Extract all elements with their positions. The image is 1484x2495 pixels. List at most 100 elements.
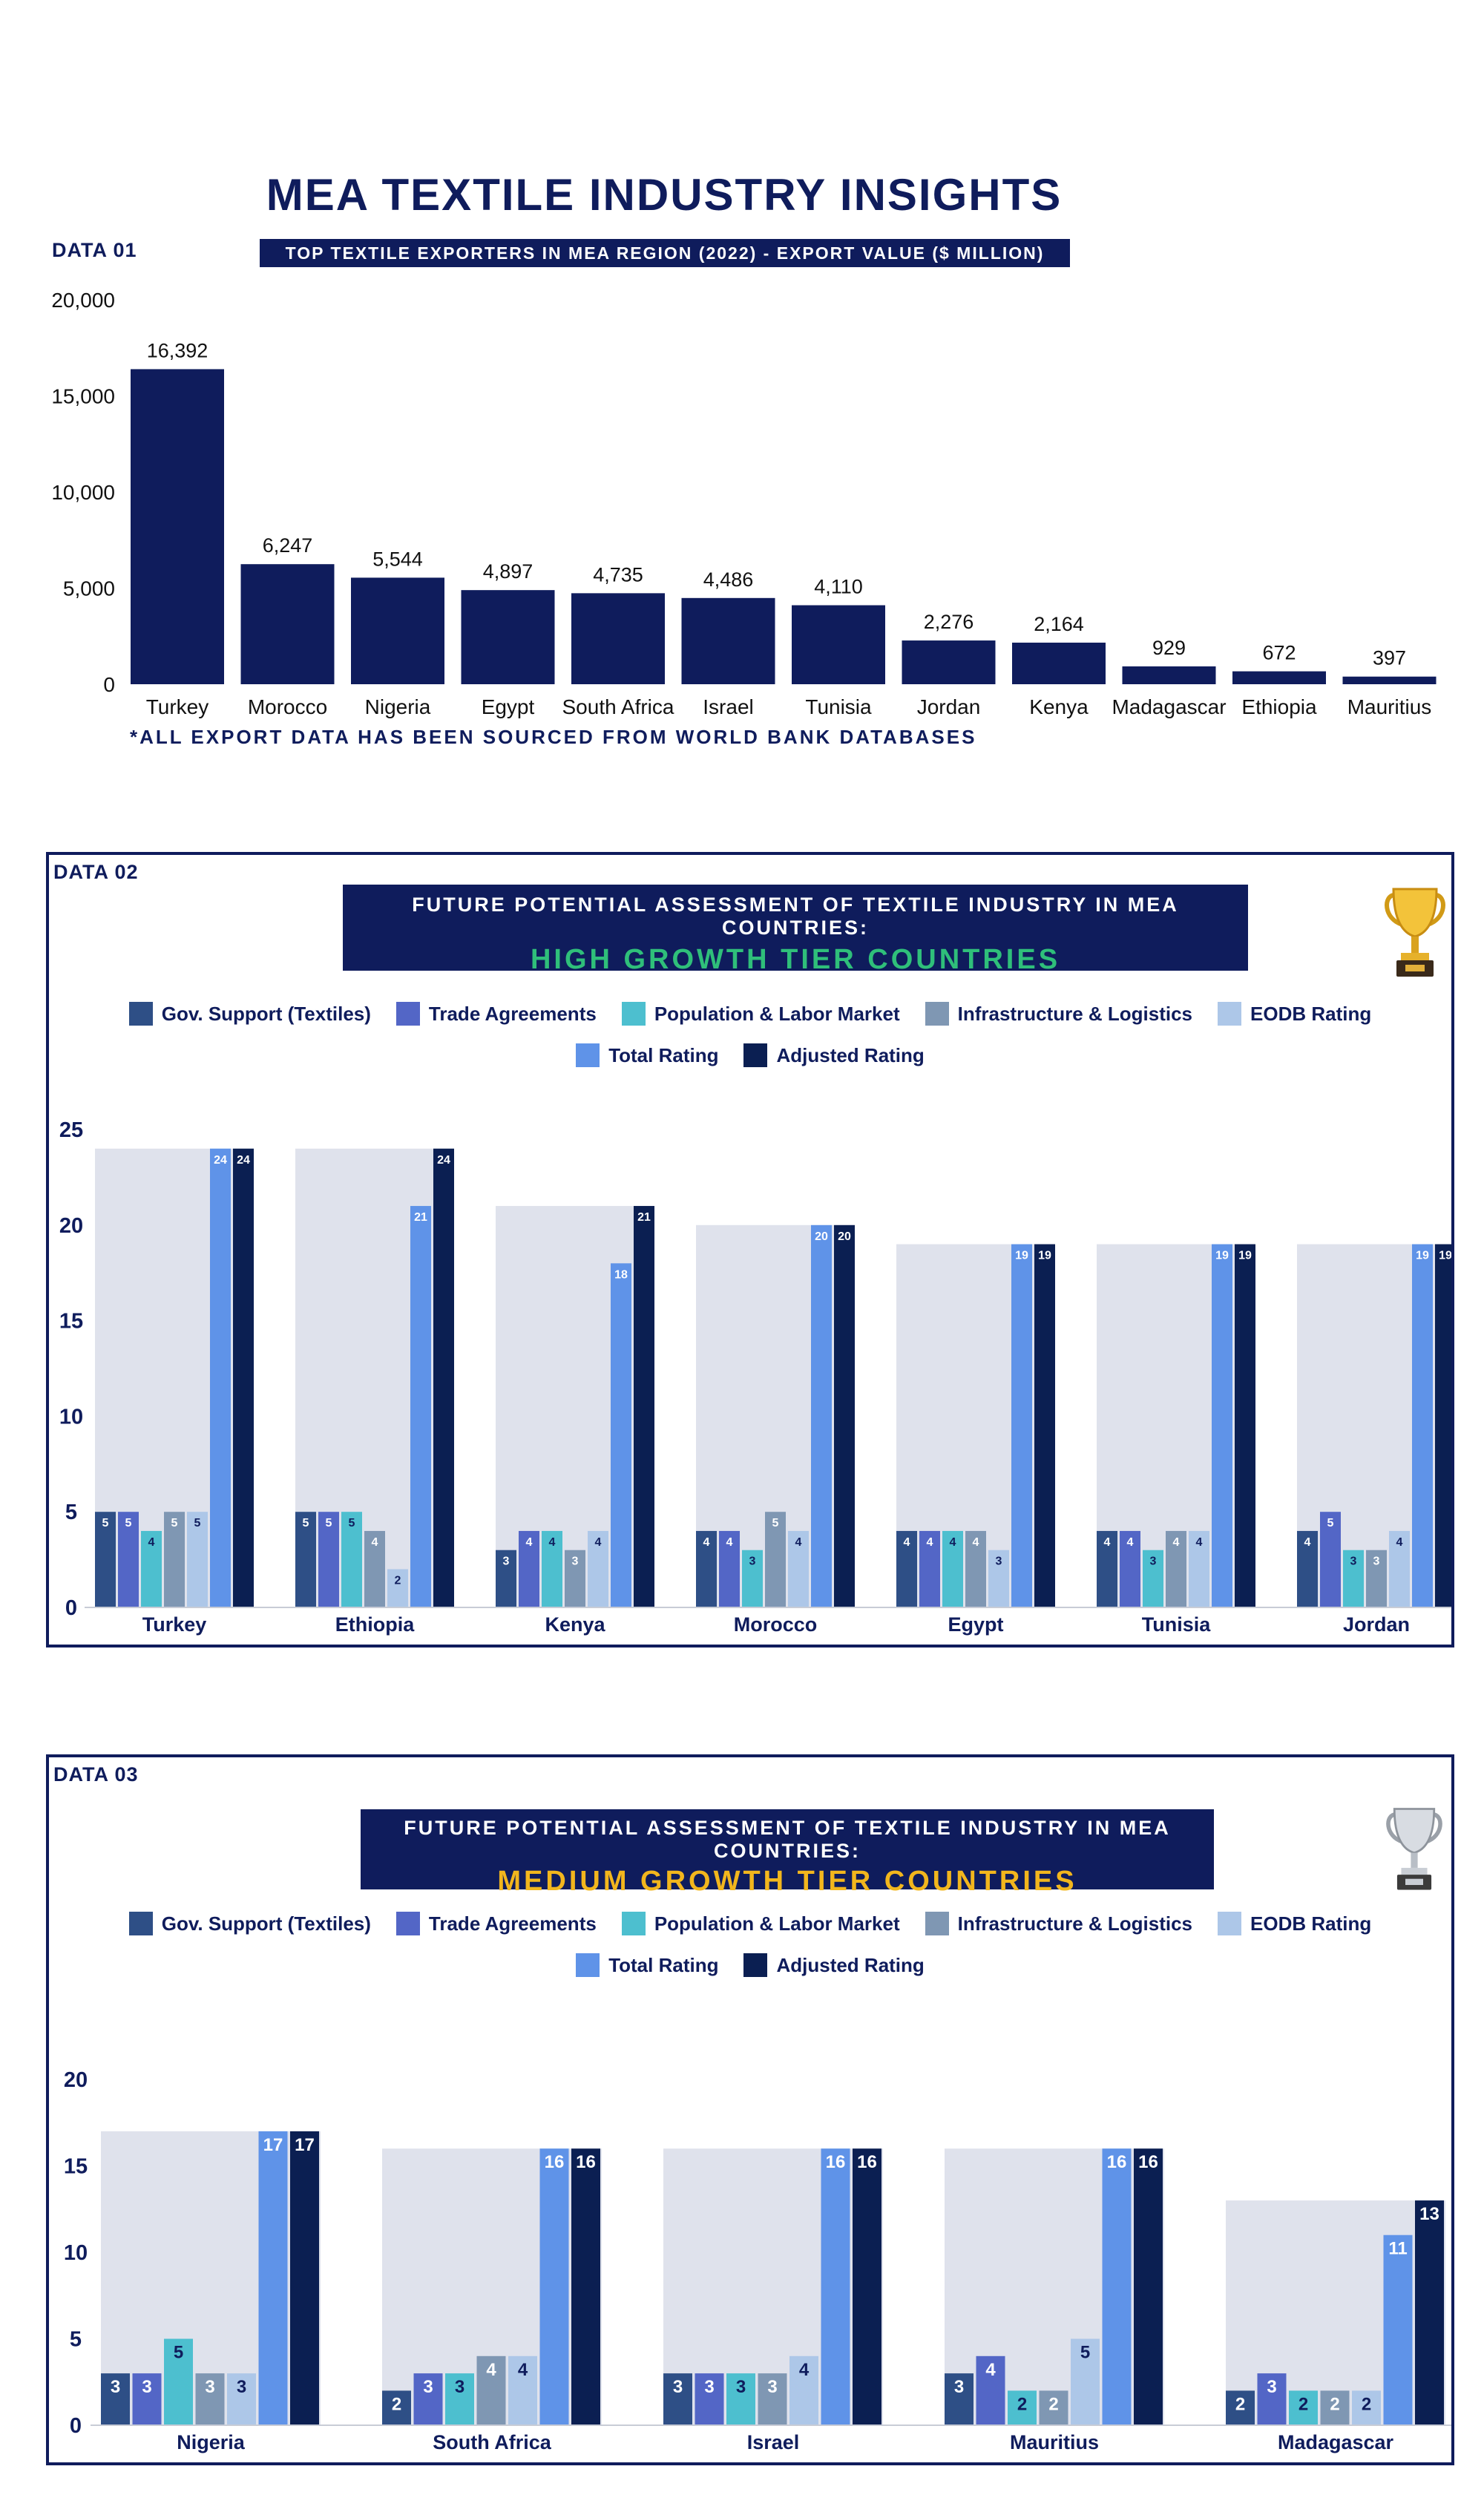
x-tick-label: Kenya xyxy=(1029,695,1089,718)
chart3-panel: DATA 03 FUTURE POTENTIAL ASSESSMENT OF T… xyxy=(46,1754,1454,2465)
data-label: 18 xyxy=(614,1268,628,1281)
data-label: 2 xyxy=(392,2394,401,2414)
data-label: 2,164 xyxy=(1034,613,1084,635)
bar-ethiopia-eodb-rating xyxy=(387,1569,408,1607)
bar-tunisia-trade-agreements xyxy=(1120,1530,1140,1607)
bar-mauritius xyxy=(1342,676,1437,684)
legend-label: Gov. Support (Textiles) xyxy=(161,1912,371,1935)
bar-israel-eodb-rating xyxy=(789,2355,818,2425)
bar-israel-infrastructure-logistics xyxy=(758,2373,787,2425)
data-label: 4 xyxy=(985,2360,996,2380)
legend-label: Population & Labor Market xyxy=(654,1912,900,1935)
y-tick-label: 5 xyxy=(70,2328,82,2352)
x-tick-label: Jordan xyxy=(917,695,981,718)
bar-israel-gov-support-textiles xyxy=(663,2373,692,2425)
bar-kenya-eodb-rating xyxy=(588,1530,608,1607)
bar-kenya-adjusted-rating xyxy=(634,1206,654,1607)
data-label: 4 xyxy=(927,1536,933,1549)
x-tick-label: Turkey xyxy=(142,1613,207,1636)
bar-morocco xyxy=(240,564,335,684)
legend-swatch xyxy=(395,1912,420,1935)
data-label: 4 xyxy=(726,1536,733,1549)
data-label: 2 xyxy=(1298,2394,1308,2414)
export-bar-chart: 0 5,000 10,000 15,000 20,000 16,392 Turkey 6,24… xyxy=(51,289,1437,718)
bar-mauritius-total-rating xyxy=(1102,2148,1132,2425)
bar-turkey-gov-support-textiles xyxy=(95,1512,116,1607)
legend-eodb: EODB Rating xyxy=(1218,1002,1371,1026)
bar-nigeria-total-rating xyxy=(258,2131,288,2425)
legend-label: Infrastructure & Logistics xyxy=(957,1002,1193,1025)
bar-tunisia-population-labor-market xyxy=(1143,1550,1163,1607)
chart1-tag: DATA 01 xyxy=(52,239,137,261)
data-label: 17 xyxy=(295,2135,315,2155)
data-label: 4 xyxy=(703,1536,710,1549)
data-label: 3 xyxy=(237,2377,246,2397)
chart1-source-note: *ALL EXPORT DATA HAS BEEN SOURCED FROM W… xyxy=(130,726,977,748)
bar-ethiopia-total-rating xyxy=(410,1206,431,1607)
data-label: 5 xyxy=(171,1517,178,1530)
data-label: 16 xyxy=(857,2152,877,2172)
bar-jordan-infrastructure-logistics xyxy=(1366,1550,1387,1607)
x-tick-label: Jordan xyxy=(1343,1613,1410,1636)
bar-turkey-trade-agreements xyxy=(118,1512,139,1607)
data-label: 4 xyxy=(795,1536,802,1549)
legend-total-rating: Total Rating xyxy=(576,1953,718,1977)
data-label: 3 xyxy=(205,2377,214,2397)
data-label: 5 xyxy=(102,1517,109,1530)
data-label: 16 xyxy=(576,2152,596,2172)
bar-south-africa-eodb-rating xyxy=(508,2355,537,2425)
legend-swatch xyxy=(743,1043,768,1067)
bar-kenya-total-rating xyxy=(611,1263,631,1607)
bar-israel-adjusted-rating xyxy=(853,2148,881,2425)
data-label: 20 xyxy=(838,1230,851,1243)
high-growth-grouped-bar-chart: 0 5 10 15 20 25 5 5 4 5 5 24 24 Turkey 5 5 5 4 2 21 24 Ethiop… xyxy=(59,1118,1451,1636)
chart2-legend-row1: Gov. Support (Textiles) Trade Agreements… xyxy=(49,1002,1451,1026)
data-label: 3 xyxy=(954,2377,964,2397)
legend-label: Trade Agreements xyxy=(428,1912,597,1935)
silver-trophy-icon xyxy=(1386,1808,1442,1890)
bar-morocco-adjusted-rating xyxy=(834,1224,855,1607)
x-tick-label: Turkey xyxy=(146,695,209,718)
bar-madagascar-trade-agreements xyxy=(1257,2373,1287,2425)
bar-south-africa-population-labor-market xyxy=(445,2373,474,2425)
data-label: 5 xyxy=(194,1517,201,1530)
x-tick-label: Tunisia xyxy=(805,695,872,718)
data-label: 3 xyxy=(704,2377,714,2397)
data-label: 2,276 xyxy=(924,611,974,633)
bar-morocco-trade-agreements xyxy=(719,1530,740,1607)
data-label: 5 xyxy=(303,1517,309,1530)
data-label: 4 xyxy=(904,1536,910,1549)
data-label: 16 xyxy=(1138,2152,1158,2172)
bar-ethiopia-gov-support-textiles xyxy=(295,1512,316,1607)
bar-nigeria-adjusted-rating xyxy=(290,2131,319,2425)
chart2-legend-row2: Total Rating Adjusted Rating xyxy=(49,1043,1451,1067)
bar-mauritius-eodb-rating xyxy=(1071,2338,1100,2425)
x-tick-label: Ethiopia xyxy=(335,1613,415,1636)
bar-madagascar-population-labor-market xyxy=(1289,2390,1318,2425)
data-label: 4 xyxy=(1173,1536,1180,1549)
data-label: 397 xyxy=(1373,647,1406,669)
data-label: 24 xyxy=(437,1154,450,1167)
x-tick-label: Mauritius xyxy=(1347,695,1432,718)
x-tick-label: Tunisia xyxy=(1142,1613,1211,1636)
x-tick-label: Ethiopia xyxy=(1241,695,1317,718)
legend-label: EODB Rating xyxy=(1250,1912,1372,1935)
legend-swatch xyxy=(1218,1002,1242,1026)
y-tick-label: 0 xyxy=(65,1596,77,1620)
legend-swatch xyxy=(621,1912,646,1935)
y-tick-label: 0 xyxy=(70,2414,82,2438)
data-label: 4,110 xyxy=(814,576,863,598)
data-label: 3 xyxy=(767,2377,777,2397)
legend-population-labor: Population & Labor Market xyxy=(621,1912,900,1935)
bar-south-africa-infrastructure-logistics xyxy=(476,2355,506,2425)
y-tick-label: 25 xyxy=(59,1118,83,1142)
bar-turkey-eodb-rating xyxy=(187,1512,208,1607)
bar-kenya-gov-support-textiles xyxy=(496,1550,516,1607)
data-label: 4 xyxy=(1304,1536,1311,1549)
data-label: 3 xyxy=(673,2377,683,2397)
chart3-title-line2: MEDIUM GROWTH TIER COUNTRIES xyxy=(497,1866,1077,1897)
bar-jordan-trade-agreements xyxy=(1320,1512,1341,1607)
data-label: 19 xyxy=(1238,1250,1252,1262)
chart3-legend-row1: Gov. Support (Textiles) Trade Agreements… xyxy=(49,1912,1451,1935)
bar-kenya-trade-agreements xyxy=(519,1530,539,1607)
